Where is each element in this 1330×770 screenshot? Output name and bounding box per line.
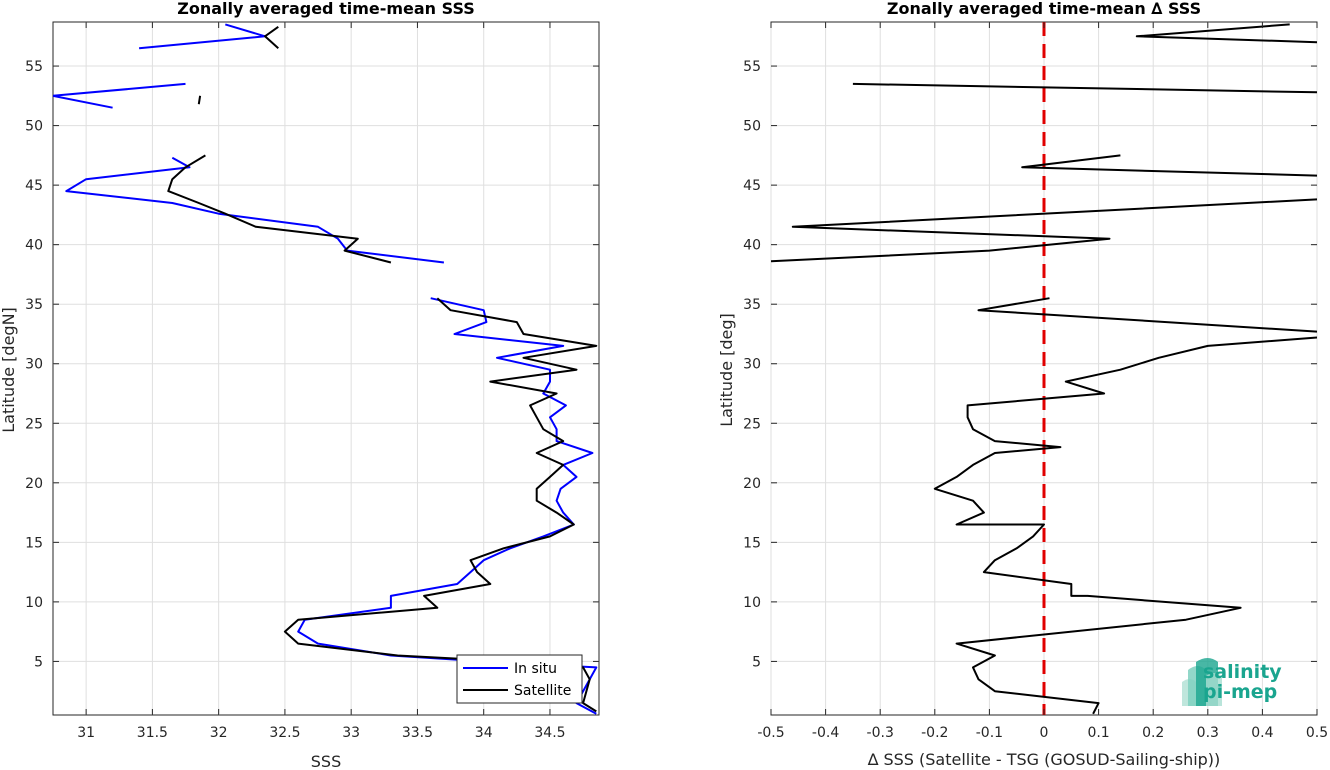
left-y-tick-label: 40 xyxy=(25,238,43,254)
logo-wave-icon xyxy=(1182,658,1222,706)
right-x-tick-label: -0.2 xyxy=(921,725,948,741)
right-y-tick-label: 10 xyxy=(743,595,761,611)
left-y-axis-label: Latitude [degN] xyxy=(0,307,18,433)
left-x-tick-label: 33.5 xyxy=(402,725,433,741)
right-x-tick-label: 0 xyxy=(1040,725,1049,741)
left-x-tick-label: 32 xyxy=(210,725,228,741)
left-chart-title: Zonally averaged time-mean SSS xyxy=(177,0,475,18)
left-x-tick-label: 31.5 xyxy=(137,725,168,741)
left-y-tick-label: 45 xyxy=(25,178,43,194)
right-x-axis-label: ∆ SSS (Satellite - TSG (GOSUD-Sailing-sh… xyxy=(867,750,1221,769)
left-series-line-satellite xyxy=(167,154,392,264)
right-y-tick-label: 20 xyxy=(743,476,761,492)
left-x-tick-label: 33 xyxy=(342,725,360,741)
left-series-line-in-situ xyxy=(65,156,445,264)
left-y-tick-label: 10 xyxy=(25,595,43,611)
right-x-tick-label: -0.3 xyxy=(867,725,894,741)
right-y-tick-label: 30 xyxy=(743,357,761,373)
right-y-tick-label: 15 xyxy=(743,535,761,551)
right-series-line-series-0 xyxy=(933,336,1317,715)
left-y-tick-label: 15 xyxy=(25,535,43,551)
right-x-tick-label: 0.2 xyxy=(1142,725,1164,741)
logo-text-salinity: salinity xyxy=(1203,661,1282,683)
right-chart-title: Zonally averaged time-mean ∆ SSS xyxy=(887,0,1201,18)
legend-label-in-situ: In situ xyxy=(514,661,557,677)
right-x-tick-label: 0.5 xyxy=(1306,725,1328,741)
right-series-group xyxy=(771,23,1317,715)
left-series-line-satellite xyxy=(197,95,202,105)
right-y-ticks: 5 10 15 20 25 30 35 40 45 50 55 xyxy=(743,59,1317,670)
right-y-tick-label: 35 xyxy=(743,297,761,313)
right-y-axis-label: Latitude [deg] xyxy=(717,313,736,427)
left-x-ticks: 31 31.5 32 32.5 33 33.5 34 34.5 xyxy=(77,22,566,741)
right-y-tick-label: 40 xyxy=(743,238,761,254)
left-plot-area xyxy=(52,21,600,716)
right-x-tick-label: -0.4 xyxy=(812,725,839,741)
left-series-group xyxy=(53,23,598,715)
right-x-ticks: -0.5 -0.4 -0.3 -0.2 -0.1 0 0.1 0.2 0.3 0.4 0.5 xyxy=(757,22,1328,741)
left-series-line-in-situ xyxy=(53,82,186,109)
left-y-tick-label: 25 xyxy=(25,416,43,432)
right-y-tick-label: 25 xyxy=(743,416,761,432)
left-x-tick-label: 34 xyxy=(475,725,493,741)
right-x-tick-label: 0.3 xyxy=(1197,725,1219,741)
right-x-tick-label: 0.1 xyxy=(1087,725,1109,741)
right-series-line-series-0 xyxy=(852,82,1317,94)
right-x-tick-label: -0.1 xyxy=(976,725,1003,741)
left-y-tick-label: 5 xyxy=(34,654,43,670)
right-chart: -0.5 -0.4 -0.3 -0.2 -0.1 0 0.1 0.2 0.3 0.4 0.5 5 10… xyxy=(717,0,1328,769)
right-y-tick-label: 55 xyxy=(743,59,761,75)
right-grid xyxy=(770,22,1318,715)
left-series-line-satellite xyxy=(264,25,279,49)
left-chart: 31 31.5 32 32.5 33 33.5 34 34.5 5 10 15 20 25 30 35 40… xyxy=(0,0,600,770)
left-grid xyxy=(53,22,599,715)
left-y-ticks: 5 10 15 20 25 30 35 40 45 50 55 xyxy=(25,59,599,670)
right-x-tick-label: 0.4 xyxy=(1251,725,1273,741)
right-x-tick-label: -0.5 xyxy=(757,725,784,741)
right-series-line-series-0 xyxy=(1021,154,1317,177)
left-y-tick-label: 55 xyxy=(25,59,43,75)
right-series-line-series-0 xyxy=(1135,23,1317,44)
left-y-tick-label: 50 xyxy=(25,119,43,135)
left-x-axis-label: SSS xyxy=(311,752,341,770)
left-x-tick-label: 31 xyxy=(77,725,95,741)
left-y-tick-label: 35 xyxy=(25,297,43,313)
right-series-line-series-0 xyxy=(977,297,1317,333)
left-y-tick-label: 30 xyxy=(25,357,43,373)
left-x-tick-label: 32.5 xyxy=(269,725,300,741)
left-x-tick-label: 34.5 xyxy=(534,725,565,741)
logo-text-pi-mep: pi-mep xyxy=(1203,681,1277,703)
legend-box xyxy=(456,654,583,704)
salinity-pi-mep-logo: salinity pi-mep xyxy=(1182,658,1282,706)
legend: In situ Satellite xyxy=(456,654,583,704)
right-series-line-series-0 xyxy=(771,198,1317,263)
right-y-tick-label: 5 xyxy=(752,654,761,670)
left-series-line-satellite xyxy=(283,297,598,713)
legend-label-satellite: Satellite xyxy=(514,683,571,699)
right-y-tick-label: 45 xyxy=(743,178,761,194)
right-y-tick-label: 50 xyxy=(743,119,761,135)
left-y-tick-label: 20 xyxy=(25,476,43,492)
left-series-line-in-situ xyxy=(297,297,598,715)
left-series-line-in-situ xyxy=(139,23,266,50)
